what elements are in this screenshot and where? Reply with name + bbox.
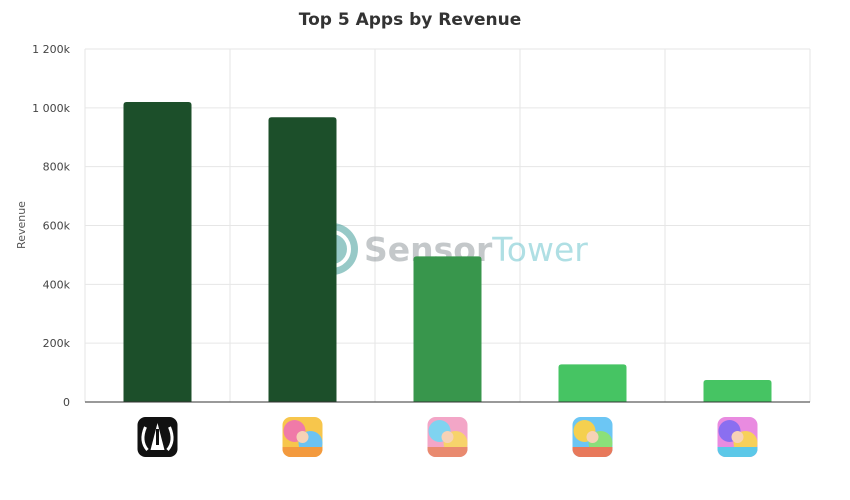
bar-2[interactable] — [268, 117, 337, 402]
bar-1[interactable] — [123, 101, 192, 402]
bars — [123, 101, 772, 402]
chart-title: Top 5 Apps by Revenue — [299, 10, 522, 30]
y-tick-label: 600k — [43, 220, 71, 233]
bar-4[interactable] — [558, 364, 627, 402]
y-axis-ticks: 0 200k 400k 600k 800k 1 000k 1 200k — [32, 43, 70, 409]
y-tick-label: 1 000k — [32, 102, 70, 115]
y-tick-label: 800k — [43, 161, 71, 174]
cartoon-game-icon-3 — [572, 417, 613, 457]
grid — [84, 48, 811, 402]
cartoon-game-icon-4 — [717, 417, 758, 457]
app-icons — [137, 417, 758, 457]
guitar-app-icon — [137, 417, 178, 457]
cartoon-game-icon-1 — [282, 417, 323, 457]
y-axis-label: Revenue — [15, 201, 28, 249]
bar-3[interactable] — [413, 256, 482, 402]
bar-5[interactable] — [703, 379, 772, 402]
y-tick-label: 200k — [43, 337, 71, 350]
y-tick-label: 0 — [63, 396, 70, 409]
y-tick-label: 400k — [43, 278, 71, 291]
watermark-word-tower: Tower — [491, 230, 588, 269]
cartoon-game-icon-2 — [427, 417, 468, 457]
y-tick-label: 1 200k — [32, 43, 70, 56]
